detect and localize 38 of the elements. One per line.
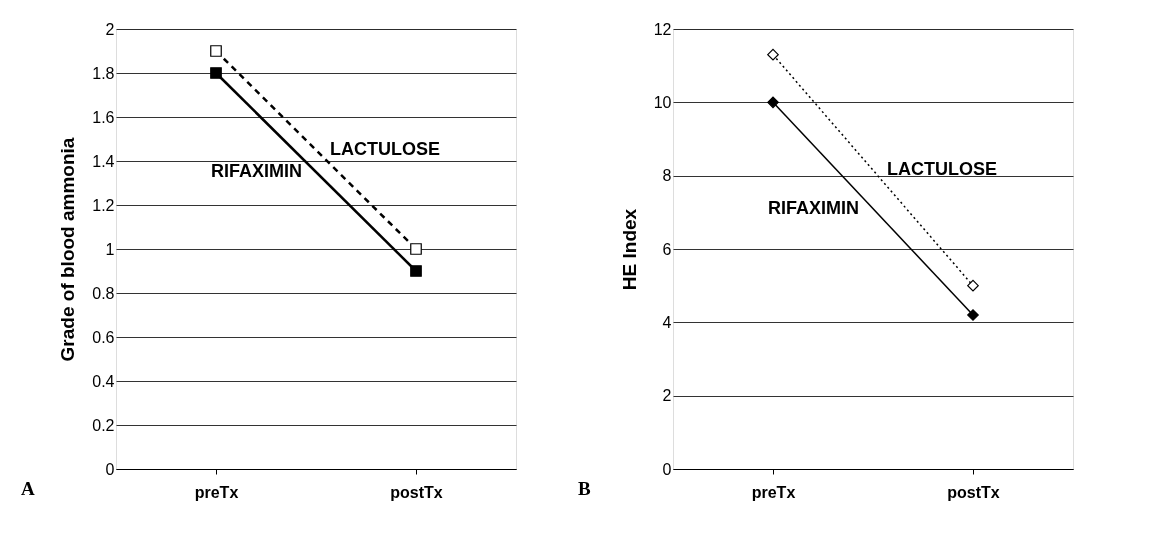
y-tick-label: 10 <box>653 93 672 111</box>
y-tick-label: 0 <box>662 460 672 478</box>
series-label: RIFAXIMIN <box>210 161 302 181</box>
series-label: LACTULOSE <box>887 159 997 180</box>
y-tick-label: 12 <box>653 20 672 38</box>
y-axis-title: Grade of blood ammonia <box>57 137 79 362</box>
x-tick-label: postTx <box>947 483 1000 501</box>
y-tick-label: 1.8 <box>92 64 115 82</box>
point <box>967 309 979 321</box>
text: A <box>21 478 35 499</box>
point <box>767 96 779 109</box>
point <box>767 48 779 61</box>
y-tick-label: 4 <box>662 313 672 331</box>
point <box>210 67 222 79</box>
x-tick-label: preTx <box>751 483 796 501</box>
y-tick-label: 1.4 <box>92 152 115 170</box>
series-label: RIFAXIMIN <box>767 197 859 218</box>
y-tick-label: 0 <box>105 460 115 478</box>
text: B <box>578 478 591 499</box>
y-tick-label: 0.8 <box>92 284 115 302</box>
y-tick-label: 2 <box>105 20 115 38</box>
y-tick-label: 1 <box>105 240 115 258</box>
y-tick-label: 0.2 <box>92 416 115 434</box>
point <box>967 279 979 292</box>
series-label: LACTULOSE <box>330 139 440 159</box>
x-tick-label: postTx <box>390 483 443 501</box>
y-tick-label: 0.4 <box>92 372 115 390</box>
x-tick-label: preTx <box>194 483 239 501</box>
point <box>410 243 422 255</box>
point <box>210 45 222 57</box>
y-tick-label: 8 <box>662 167 672 185</box>
y-tick-label: 6 <box>662 240 672 258</box>
point <box>410 265 422 277</box>
y-axis-title: HE Index <box>618 208 640 291</box>
y-tick-label: 2 <box>662 387 672 405</box>
y-tick-label: 1.2 <box>92 196 115 214</box>
y-tick-label: 1.6 <box>92 108 115 126</box>
y-tick-label: 0.6 <box>92 328 115 346</box>
